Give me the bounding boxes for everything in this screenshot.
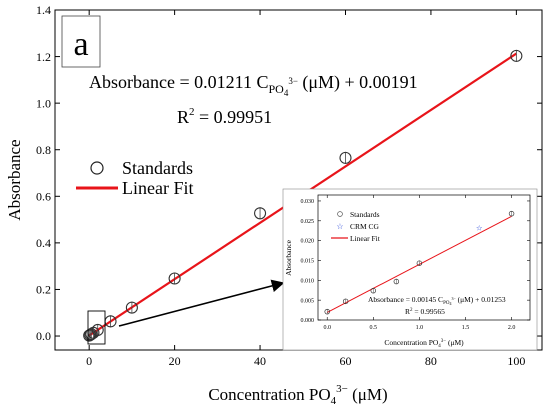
main-r2-pre: R (177, 107, 189, 127)
inset-y-tick-label: 0.005 (301, 298, 315, 304)
main-y-tick-label: 0.2 (36, 283, 51, 297)
main-point-standard (125, 301, 138, 314)
main-ticks: 0 20 40 60 80 100 0.0 0.2 0.4 0.6 0.8 1.0 1.2 1.4 (36, 3, 542, 368)
inset-xlabel-unit: (μM) (446, 338, 464, 347)
main-eq-pre: Absorbance = 0.01211 C (89, 72, 268, 92)
inset-xlabel-sub: 4 (438, 344, 441, 349)
inset-legend-linear-fit-label: Linear Fit (350, 234, 381, 243)
inset-equation: Absorbance = 0.00145 CPO43− (μM) + 0.012… (368, 295, 506, 306)
main-chart: 0 20 40 60 80 100 0.0 0.2 0.4 0.6 0.8 1.0 1.2 1.4 a A… (5, 3, 543, 407)
main-xlabel: Concentration PO (208, 385, 330, 404)
inset-chart: 0.0 0.5 1.0 1.5 2.0 0.000 0.005 0.010 0.015 0.020… (282, 188, 538, 351)
inset-y-tick-label: 0.015 (301, 259, 315, 265)
inset-x-tick-label: 1.5 (462, 325, 470, 331)
inset-x-tick-label: 0.5 (370, 325, 378, 331)
inset-point-standard (393, 278, 400, 285)
legend-standards-marker (90, 161, 104, 175)
inset-legend-crm-marker: ☆ (336, 222, 343, 231)
inset-x-axis-title: Concentration PO43− (μM) (384, 338, 464, 349)
main-y-tick-label: 0.4 (36, 236, 51, 250)
inset-y-tick-label: 0.010 (301, 278, 315, 284)
panel-label: a (73, 26, 88, 63)
inset-y-axis-title: Absorbance (284, 239, 293, 275)
inset-legend-standards-label: Standards (350, 210, 380, 219)
legend-standards-label: Standards (122, 158, 193, 178)
main-y-tick-label: 1.4 (36, 3, 51, 17)
inset-point-standard (508, 210, 515, 217)
main-eq-sub2: 4 (284, 88, 289, 98)
main-r2: R2 = 0.99951 (177, 106, 272, 127)
main-point-standard (339, 151, 352, 164)
main-xlabel-sub: 4 (331, 395, 337, 407)
inset-points: ☆ (324, 210, 515, 315)
inset-y-tick-label: 0.000 (301, 318, 315, 324)
inset-r2-post: = 0.99565 (413, 307, 446, 316)
main-r2-sup: 2 (189, 106, 195, 118)
inset-point-crm: ☆ (476, 224, 483, 233)
inset-plot-frame (317, 194, 531, 321)
main-y-tick-label: 0.0 (36, 329, 51, 343)
inset-legend: Standards ☆ CRM CG Linear Fit (331, 210, 381, 243)
zoom-arrow (118, 279, 285, 327)
main-x-tick-label: 20 (169, 354, 181, 368)
main-eq-sup: 3− (288, 76, 298, 86)
main-x-tick-label: 40 (254, 354, 266, 368)
inset-xlabel: Concentration PO (384, 338, 439, 347)
inset-ticks: 0.0 0.5 1.0 1.5 2.0 0.000 0.005 0.010 0.015 0.020… (301, 195, 530, 331)
main-x-tick-label: 100 (507, 354, 525, 368)
inset-point-standard (342, 298, 349, 305)
main-xlabel-unit: (μM) (348, 385, 388, 404)
main-point-standard (168, 272, 181, 285)
main-x-tick-label: 60 (339, 354, 351, 368)
main-legend: Standards Linear Fit (76, 158, 193, 198)
zoom-box (87, 310, 106, 345)
main-point-standard (510, 49, 523, 62)
main-point-standard (91, 323, 104, 337)
inset-x-tick-label: 2.0 (508, 325, 516, 331)
inset-r2-sup: 2 (410, 308, 413, 313)
main-y-axis-title: Absorbance (5, 139, 24, 220)
inset-y-tick-label: 0.020 (301, 239, 315, 245)
main-y-tick-label: 0.6 (36, 190, 51, 204)
inset-eq-sub: PO (443, 301, 450, 306)
inset-y-tick-label: 0.030 (301, 199, 315, 205)
inset-legend-crm-label: CRM CG (350, 222, 380, 231)
main-point-standard (85, 328, 98, 341)
main-y-tick-label: 1.2 (36, 50, 51, 64)
main-x-tick-label: 80 (425, 354, 437, 368)
main-equation: Absorbance = 0.01211 CPO4 3− (μM) + 0.001… (89, 72, 418, 98)
inset-point-standard (324, 308, 330, 315)
main-points (83, 49, 523, 342)
inset-x-tick-label: 1.0 (416, 325, 424, 331)
main-eq-post: (μM) + 0.00191 (298, 72, 418, 93)
main-y-tick-label: 0.8 (36, 143, 51, 157)
main-eq-sub: PO (268, 82, 284, 96)
inset-eq-sup: 3− (451, 296, 456, 301)
main-y-tick-label: 1.0 (36, 96, 51, 110)
main-r2-post: = 0.99951 (195, 107, 273, 127)
inset-x-tick-label: 0.0 (323, 325, 331, 331)
inset-r2: R2 = 0.99565 (405, 307, 445, 316)
main-point-standard (254, 207, 267, 220)
inset-legend-standards-marker (337, 211, 343, 217)
main-xlabel-sup: 3− (336, 383, 348, 395)
legend-linear-fit-label: Linear Fit (122, 178, 193, 198)
inset-y-tick-label: 0.025 (301, 219, 315, 225)
main-x-axis-title: Concentration PO43− (μM) (208, 383, 387, 407)
inset-xlabel-sup: 3− (441, 339, 447, 344)
inset-eq-pre: Absorbance = 0.00145 C (368, 295, 443, 304)
inset-point-standard (370, 287, 377, 294)
inset-eq-post: (μM) + 0.01253 (456, 295, 506, 304)
inset-r2-pre: R (405, 307, 410, 316)
inset-point-standard (416, 260, 423, 266)
inset-eq-sub2: 4 (449, 301, 451, 306)
panel-label-box (61, 15, 101, 68)
main-x-tick-label: 0 (86, 354, 92, 368)
